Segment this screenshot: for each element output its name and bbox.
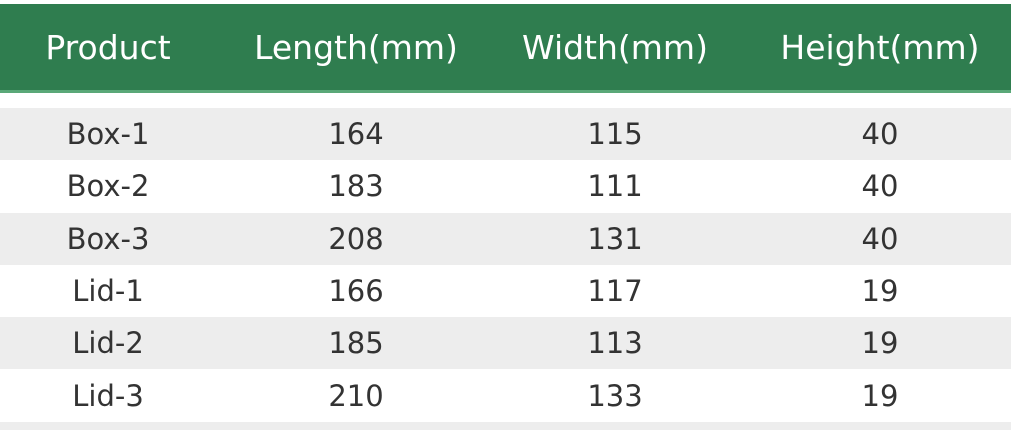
- cell-length: 164: [328, 117, 384, 151]
- table-row: Box-1 164 115 40: [0, 108, 1011, 160]
- cell-width: 115: [587, 117, 643, 151]
- table-header: Product Length(mm) Width(mm) Height(mm): [0, 4, 1011, 93]
- cell-product: Lid-1: [72, 273, 144, 308]
- table-bottom-border: [0, 422, 1011, 430]
- cell-product: Box-1: [66, 117, 150, 151]
- table-row: Lid-3 210 133 19: [0, 370, 1011, 422]
- cell-height: 40: [861, 221, 899, 256]
- cell-length: 183: [328, 169, 384, 204]
- cell-product: Box-2: [66, 169, 150, 204]
- table-row: Lid-1 166 117 19: [0, 265, 1011, 317]
- table-row: Lid-2 185 113 19: [0, 317, 1011, 370]
- cell-length: 185: [328, 326, 384, 361]
- header-product: Product: [45, 27, 171, 67]
- header-height: Height(mm): [780, 27, 980, 67]
- cell-height: 19: [861, 273, 899, 308]
- cell-product: Lid-3: [72, 378, 144, 413]
- cell-height: 19: [861, 326, 899, 361]
- cell-length: 210: [328, 378, 384, 413]
- table-row: Box-2 183 111 40: [0, 160, 1011, 212]
- cell-width: 113: [587, 326, 643, 361]
- cell-height: 19: [861, 378, 899, 413]
- cell-product: Lid-2: [72, 326, 144, 361]
- table-row: Box-3 208 131 40: [0, 212, 1011, 265]
- cell-product: Box-3: [66, 221, 150, 256]
- cell-width: 111: [587, 169, 643, 204]
- header-width: Width(mm): [522, 27, 708, 67]
- cell-width: 133: [587, 378, 643, 413]
- cell-width: 117: [587, 273, 643, 308]
- cell-length: 166: [328, 273, 384, 308]
- header-length: Length(mm): [254, 27, 458, 67]
- cell-width: 131: [587, 221, 643, 256]
- cell-height: 40: [861, 117, 899, 151]
- cell-height: 40: [861, 169, 899, 204]
- cell-length: 208: [328, 221, 384, 256]
